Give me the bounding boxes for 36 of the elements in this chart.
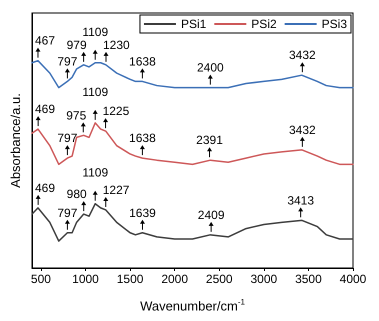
x-tick-label: 1500: [116, 272, 144, 286]
annotation: 1109: [82, 166, 108, 180]
annotation: 469: [35, 102, 56, 116]
annotation: 1109: [82, 24, 108, 39]
x-tick-label: 4000: [340, 272, 367, 286]
y-axis-title: Absorbance/a.u.: [8, 93, 23, 188]
annotation: 797: [57, 54, 78, 68]
annotation: 1638: [129, 54, 156, 68]
annotation: 1227: [102, 182, 130, 197]
annotation: 2409: [198, 208, 225, 222]
annotation: 469: [35, 180, 56, 195]
x-tick-label: 2500: [206, 272, 233, 286]
legend-label: PSi2: [251, 17, 277, 31]
legend-label: PSi3: [322, 17, 348, 31]
annotation: 1109: [82, 84, 108, 99]
annotation: 797: [57, 131, 78, 146]
annotation: 3413: [287, 193, 314, 208]
annotation: 3432: [289, 122, 316, 137]
annotation: 2400: [196, 60, 224, 75]
annotation: 1225: [102, 104, 130, 118]
annotation: 1638: [129, 131, 156, 146]
annotation: 2391: [196, 133, 224, 148]
annotation: 3432: [289, 48, 316, 62]
annotation: 467: [35, 34, 56, 48]
legend-label: PSi1: [180, 17, 207, 31]
x-tick-label: 500: [30, 272, 52, 286]
annotation: 1639: [129, 206, 156, 220]
annotation: 797: [57, 206, 78, 220]
annotation: 980: [66, 187, 88, 202]
annotation: 979: [66, 38, 87, 52]
x-tick-label: 1000: [72, 272, 100, 286]
x-tick-label: 2000: [161, 272, 188, 286]
annotation: 975: [66, 108, 87, 122]
x-tick-label: 3000: [250, 272, 278, 286]
annotation: 1230: [103, 38, 130, 52]
x-tick-label: 3500: [295, 272, 322, 286]
